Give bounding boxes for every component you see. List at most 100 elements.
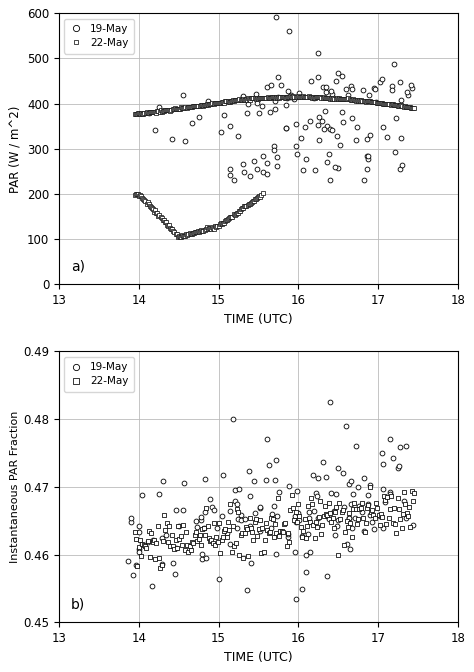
22-May bbox=[230, 541, 238, 552]
22-May bbox=[275, 530, 283, 541]
19-May bbox=[301, 121, 309, 132]
19-May bbox=[219, 511, 226, 521]
22-May bbox=[349, 503, 357, 514]
22-May bbox=[264, 525, 271, 536]
22-May bbox=[302, 533, 310, 544]
22-May bbox=[135, 542, 142, 553]
19-May bbox=[208, 501, 216, 512]
19-May bbox=[359, 85, 366, 95]
Legend: 19-May, 22-May: 19-May, 22-May bbox=[64, 19, 134, 54]
19-May bbox=[264, 169, 271, 180]
22-May bbox=[234, 506, 242, 517]
19-May bbox=[267, 79, 275, 90]
22-May bbox=[337, 513, 344, 524]
22-May bbox=[383, 491, 391, 502]
22-May bbox=[309, 499, 316, 510]
19-May bbox=[333, 75, 340, 86]
22-May bbox=[375, 509, 383, 520]
22-May bbox=[191, 530, 199, 541]
19-May bbox=[253, 88, 260, 99]
22-May bbox=[292, 507, 300, 517]
22-May bbox=[166, 106, 172, 114]
19-May bbox=[299, 583, 306, 594]
19-May bbox=[343, 539, 351, 550]
22-May bbox=[226, 525, 233, 536]
19-May bbox=[217, 127, 225, 138]
22-May bbox=[247, 523, 255, 534]
19-May bbox=[271, 103, 279, 114]
19-May bbox=[379, 74, 386, 85]
19-May bbox=[246, 466, 253, 476]
22-May bbox=[196, 530, 204, 540]
22-May bbox=[199, 524, 206, 535]
22-May bbox=[374, 503, 381, 513]
22-May bbox=[201, 530, 209, 540]
22-May bbox=[214, 537, 221, 548]
22-May bbox=[313, 522, 321, 533]
19-May bbox=[233, 498, 240, 509]
19-May bbox=[286, 91, 293, 102]
22-May bbox=[140, 540, 147, 550]
19-May bbox=[254, 97, 261, 108]
19-May bbox=[172, 505, 180, 516]
22-May bbox=[269, 514, 276, 525]
19-May bbox=[290, 93, 297, 104]
22-May bbox=[372, 498, 380, 509]
22-May bbox=[162, 524, 169, 535]
22-May bbox=[405, 501, 413, 512]
19-May bbox=[347, 499, 355, 510]
22-May bbox=[298, 532, 306, 543]
22-May bbox=[296, 511, 303, 521]
19-May bbox=[135, 526, 143, 537]
22-May bbox=[320, 511, 328, 521]
19-May bbox=[304, 529, 311, 540]
22-May bbox=[202, 503, 210, 513]
19-May bbox=[370, 83, 378, 93]
19-May bbox=[315, 48, 322, 58]
19-May bbox=[395, 461, 402, 472]
19-May bbox=[349, 489, 357, 499]
22-May bbox=[134, 561, 141, 572]
22-May bbox=[365, 499, 372, 510]
22-May bbox=[188, 537, 196, 548]
19-May bbox=[284, 528, 292, 539]
22-May bbox=[358, 497, 366, 508]
22-May bbox=[352, 503, 359, 514]
22-May bbox=[137, 110, 143, 118]
22-May bbox=[297, 521, 304, 532]
22-May bbox=[410, 487, 418, 498]
22-May bbox=[181, 544, 188, 555]
19-May bbox=[334, 520, 341, 531]
22-May bbox=[137, 550, 145, 561]
22-May bbox=[326, 508, 334, 519]
19-May bbox=[349, 83, 356, 94]
19-May bbox=[307, 546, 314, 557]
19-May bbox=[352, 441, 360, 452]
19-May bbox=[327, 397, 334, 408]
22-May bbox=[149, 537, 156, 548]
22-May bbox=[360, 97, 365, 105]
19-May bbox=[237, 515, 245, 526]
22-May bbox=[136, 534, 144, 545]
22-May bbox=[153, 538, 160, 548]
19-May bbox=[365, 490, 372, 501]
22-May bbox=[293, 517, 301, 528]
19-May bbox=[201, 474, 209, 485]
22-May bbox=[338, 507, 346, 517]
19-May bbox=[368, 516, 375, 527]
19-May bbox=[158, 558, 165, 569]
22-May bbox=[333, 502, 340, 513]
19-May bbox=[254, 164, 261, 175]
22-May bbox=[399, 509, 407, 519]
19-May bbox=[296, 515, 303, 526]
22-May bbox=[287, 92, 293, 100]
19-May bbox=[328, 89, 336, 99]
19-May bbox=[376, 77, 384, 87]
19-May bbox=[239, 159, 247, 169]
19-May bbox=[246, 171, 254, 181]
22-May bbox=[346, 508, 353, 519]
22-May bbox=[300, 526, 307, 536]
22-May bbox=[284, 528, 292, 538]
22-May bbox=[259, 523, 266, 534]
19-May bbox=[233, 523, 241, 534]
